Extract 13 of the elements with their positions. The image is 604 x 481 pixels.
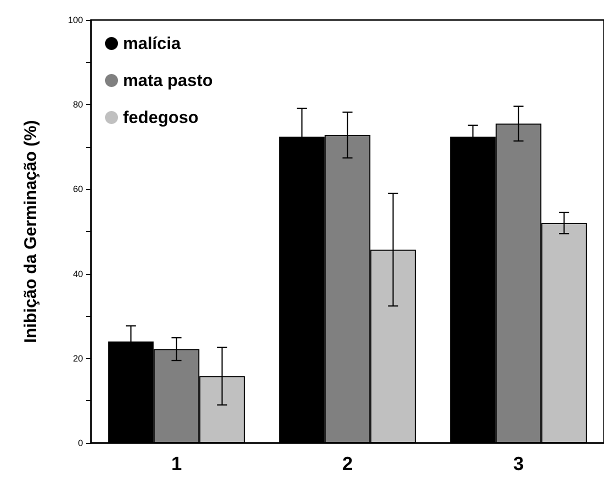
y-tick-label: 80 — [72, 100, 83, 110]
y-axis-title: Inibição da Germinação (%) — [21, 120, 40, 343]
x-tick-label: 2 — [342, 454, 353, 475]
y-tick-label: 60 — [72, 184, 83, 194]
legend-label: mata pasto — [123, 71, 213, 90]
y-tick-label: 20 — [72, 353, 83, 364]
x-tick-label: 3 — [513, 454, 524, 475]
legend-label: fedegoso — [123, 108, 199, 127]
legend-label: malícia — [123, 34, 182, 53]
y-tick-label: 100 — [68, 15, 83, 25]
y-tick-label: 40 — [72, 268, 83, 279]
x-tick-label: 1 — [171, 454, 182, 475]
y-tick-label: 0 — [78, 438, 83, 448]
